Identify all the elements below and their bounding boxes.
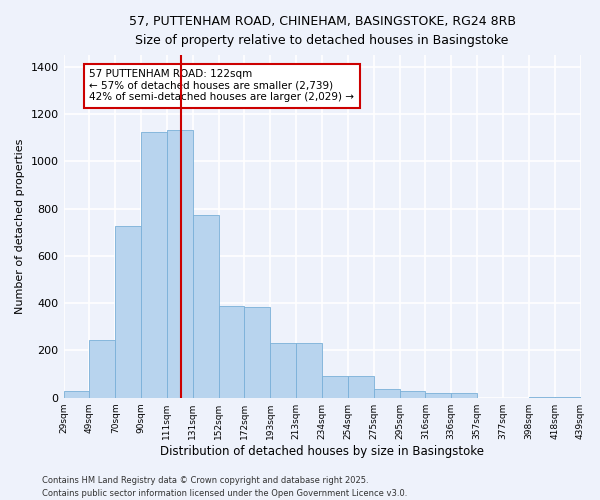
Title: 57, PUTTENHAM ROAD, CHINEHAM, BASINGSTOKE, RG24 8RB
Size of property relative to: 57, PUTTENHAM ROAD, CHINEHAM, BASINGSTOK… xyxy=(128,15,515,47)
Bar xyxy=(296,344,322,398)
Y-axis label: Number of detached properties: Number of detached properties xyxy=(15,138,25,314)
Bar xyxy=(64,390,89,398)
Bar xyxy=(218,306,244,398)
Bar xyxy=(89,340,115,398)
Bar xyxy=(167,130,193,398)
Text: Contains HM Land Registry data © Crown copyright and database right 2025.
Contai: Contains HM Land Registry data © Crown c… xyxy=(42,476,407,498)
Bar xyxy=(374,390,400,398)
Bar xyxy=(348,376,374,398)
Bar xyxy=(400,391,425,398)
Bar xyxy=(322,376,348,398)
Bar xyxy=(451,394,477,398)
Bar xyxy=(193,214,218,398)
Text: 57 PUTTENHAM ROAD: 122sqm
← 57% of detached houses are smaller (2,739)
42% of se: 57 PUTTENHAM ROAD: 122sqm ← 57% of detac… xyxy=(89,70,355,102)
Bar xyxy=(244,306,271,398)
Bar xyxy=(141,132,167,398)
Bar xyxy=(425,392,451,398)
Bar xyxy=(271,344,296,398)
Bar xyxy=(115,226,141,398)
Bar xyxy=(554,396,581,398)
X-axis label: Distribution of detached houses by size in Basingstoke: Distribution of detached houses by size … xyxy=(160,444,484,458)
Bar xyxy=(529,396,554,398)
